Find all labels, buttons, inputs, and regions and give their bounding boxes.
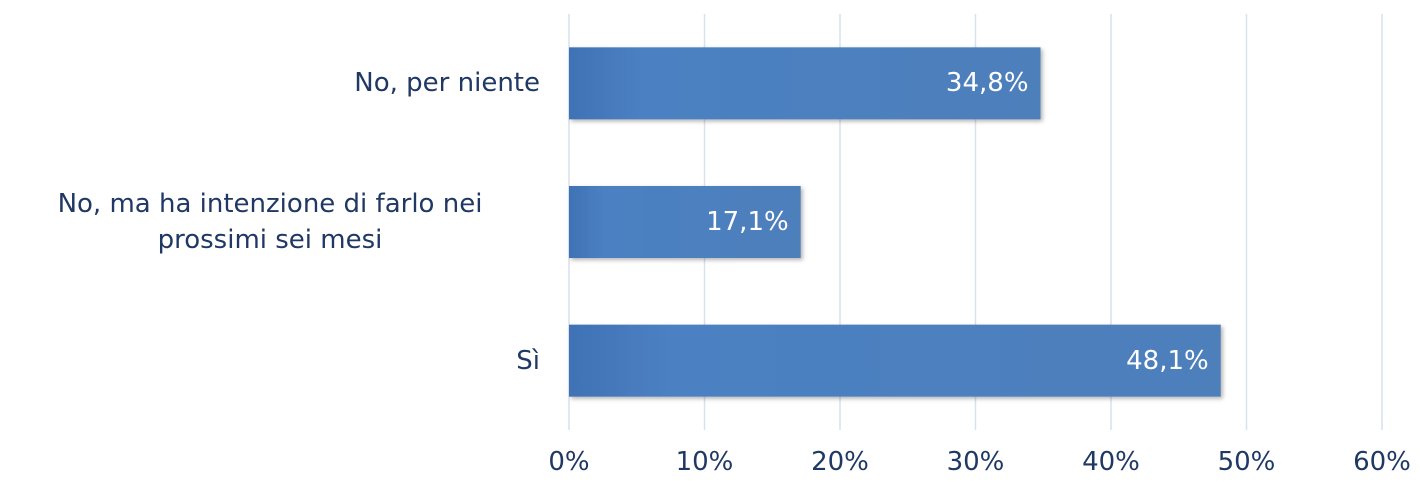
bar [569, 47, 1041, 120]
x-tick-label: 40% [1082, 447, 1140, 477]
value-label: 48,1% [1126, 345, 1209, 376]
x-tick-label: 10% [675, 447, 734, 477]
category-label-text: No, per niente [354, 68, 540, 99]
x-tick-label: 60% [1353, 447, 1411, 477]
value-label: 17,1% [706, 207, 789, 237]
x-tick-label: 50% [1217, 447, 1276, 477]
category-label: No, per niente [0, 65, 540, 101]
bar [569, 186, 801, 258]
x-tick-label: 20% [811, 447, 869, 477]
bar [569, 324, 1221, 397]
value-label: 34,8% [945, 68, 1029, 99]
category-label-text: No, ma ha intenzione di farlo nei prossi… [57, 189, 483, 255]
x-tick-label: 0% [548, 447, 590, 477]
category-label: No, ma ha intenzione di farlo nei prossi… [0, 186, 540, 258]
category-label: Sì [0, 343, 540, 379]
x-tick-label: 30% [946, 447, 1005, 477]
category-label-text: Sì [516, 345, 540, 376]
